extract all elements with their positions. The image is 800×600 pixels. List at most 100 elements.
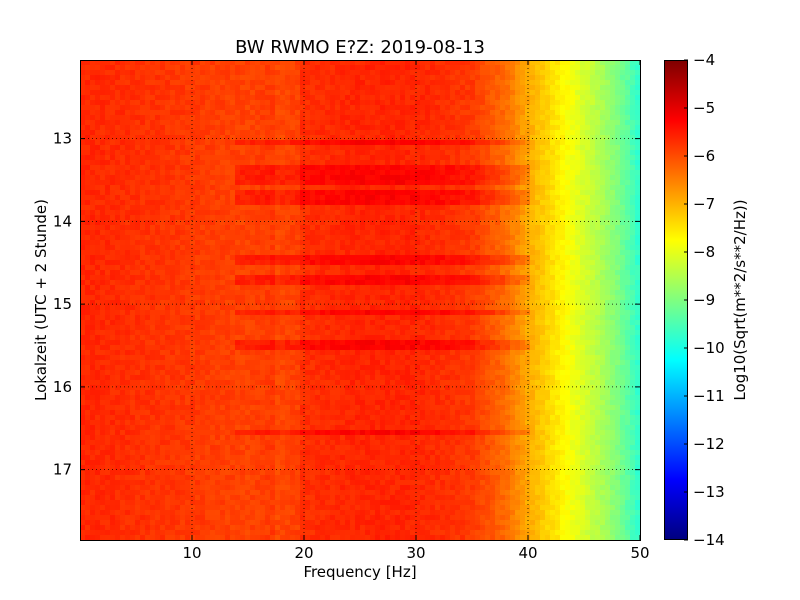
heatmap-cell — [200, 220, 206, 226]
heatmap-cell — [275, 75, 281, 81]
heatmap-cell — [300, 250, 306, 256]
heatmap-cell — [480, 60, 486, 66]
heatmap-cell — [590, 85, 596, 91]
heatmap-cell — [440, 60, 446, 66]
heatmap-cell — [495, 240, 501, 246]
heatmap-cell — [110, 245, 116, 251]
heatmap-cell — [495, 80, 501, 86]
heatmap-cell — [90, 160, 96, 166]
heatmap-cell — [285, 95, 291, 101]
heatmap-cell — [580, 180, 586, 186]
heatmap-cell — [545, 85, 551, 91]
heatmap-cell — [590, 90, 596, 96]
heatmap-cell — [525, 220, 531, 226]
heatmap-cell — [160, 130, 166, 136]
heatmap-cell — [125, 270, 131, 276]
heatmap-cell — [400, 250, 406, 256]
heatmap-cell — [80, 210, 86, 216]
heatmap-cell — [320, 105, 326, 111]
heatmap-cell — [345, 75, 351, 81]
heatmap-cell — [395, 80, 401, 86]
heatmap-cell — [90, 105, 96, 111]
heatmap-cell — [370, 250, 376, 256]
heatmap-cell — [260, 135, 266, 141]
heatmap-cell — [520, 235, 526, 241]
heatmap-cell — [160, 85, 166, 91]
heatmap-cell — [565, 135, 571, 141]
heatmap-cell — [570, 225, 576, 231]
heatmap-cell — [410, 220, 416, 226]
heatmap-cell — [190, 140, 196, 146]
heatmap-cell — [390, 110, 396, 116]
heatmap-cell — [325, 195, 331, 201]
heatmap-cell — [525, 100, 531, 106]
heatmap-cell — [150, 155, 156, 161]
heatmap-cell — [365, 235, 371, 241]
heatmap-cell — [110, 110, 116, 116]
heatmap-cell — [245, 215, 251, 221]
heatmap-cell — [135, 250, 141, 256]
heatmap-cell — [345, 220, 351, 226]
heatmap-cell — [350, 265, 356, 271]
heatmap-cell — [300, 80, 306, 86]
heatmap-cell — [565, 75, 571, 81]
heatmap-cell — [205, 255, 211, 261]
heatmap-cell — [500, 60, 506, 66]
heatmap-cell — [510, 90, 516, 96]
heatmap-cell — [520, 220, 526, 226]
heatmap-cell — [280, 260, 286, 266]
heatmap-cell — [420, 130, 426, 136]
heatmap-cell — [475, 65, 481, 71]
heatmap-cell — [120, 110, 126, 116]
heatmap-cell — [505, 75, 511, 81]
heatmap-cell — [520, 110, 526, 116]
heatmap-cell — [455, 260, 461, 266]
heatmap-cell — [385, 280, 391, 286]
heatmap-cell — [250, 90, 256, 96]
heatmap-cell — [155, 120, 161, 126]
heatmap-cell — [95, 70, 101, 76]
heatmap-cell — [250, 185, 256, 191]
heatmap-cell — [195, 250, 201, 256]
heatmap-cell — [520, 240, 526, 246]
heatmap-cell — [525, 65, 531, 71]
heatmap-cell — [135, 130, 141, 136]
heatmap-cell — [85, 225, 91, 231]
heatmap-cell — [560, 200, 566, 206]
heatmap-cell — [180, 190, 186, 196]
heatmap-cell — [155, 65, 161, 71]
heatmap-cell — [400, 170, 406, 176]
heatmap-cell — [290, 240, 296, 246]
heatmap-cell — [535, 110, 541, 116]
heatmap-cell — [470, 130, 476, 136]
heatmap-cell — [490, 225, 496, 231]
heatmap-cell — [140, 215, 146, 221]
heatmap-cell — [415, 95, 421, 101]
heatmap-cell — [480, 270, 486, 276]
heatmap-cell — [435, 100, 441, 106]
heatmap-cell — [545, 240, 551, 246]
heatmap-cell — [240, 150, 246, 156]
heatmap-cell — [460, 225, 466, 231]
heatmap-cell — [495, 205, 501, 211]
heatmap-cell — [385, 100, 391, 106]
heatmap-cell — [265, 160, 271, 166]
heatmap-cell — [185, 220, 191, 226]
heatmap-cell — [90, 270, 96, 276]
heatmap-cell — [620, 175, 626, 181]
heatmap-cell — [220, 125, 226, 131]
heatmap-cell — [435, 245, 441, 251]
heatmap-cell — [590, 125, 596, 131]
heatmap-cell — [445, 235, 451, 241]
heatmap-cell — [105, 90, 111, 96]
heatmap-cell — [485, 170, 491, 176]
heatmap-cell — [550, 135, 556, 141]
heatmap-cell — [235, 220, 241, 226]
heatmap-cell — [600, 260, 606, 266]
heatmap-cell — [425, 115, 431, 121]
heatmap-cell — [500, 95, 506, 101]
heatmap-cell — [270, 125, 276, 131]
heatmap-cell — [500, 210, 506, 216]
heatmap-cell — [130, 60, 136, 66]
heatmap-cell — [395, 75, 401, 81]
